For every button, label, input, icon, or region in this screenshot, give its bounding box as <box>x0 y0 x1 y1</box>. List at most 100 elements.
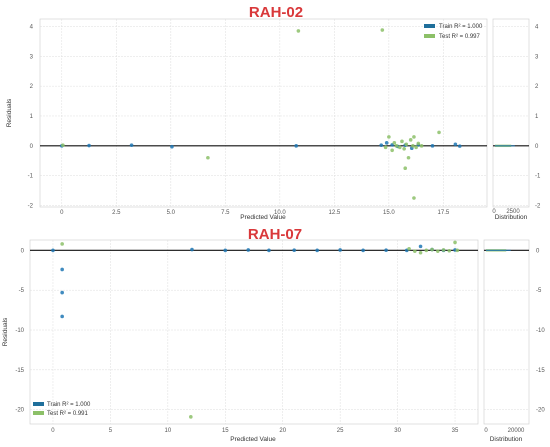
plot-area <box>39 18 488 208</box>
test-residual-point <box>412 135 416 139</box>
y-tick-label: 4 <box>30 24 34 30</box>
x-tick-label: 7.5 <box>221 210 230 216</box>
test-residual-point <box>418 250 423 255</box>
test-residual-point <box>424 248 429 253</box>
dist-y-tick-label: 4 <box>535 24 539 30</box>
legend-swatch-train <box>33 402 44 406</box>
legend: Train R² = 1.000 Test R² = 0.991 <box>33 402 91 417</box>
dist-y-tick-label: 0 <box>536 248 540 254</box>
test-residual-point <box>397 145 402 150</box>
test-residual-point <box>390 148 394 153</box>
train-residual-point <box>338 248 342 252</box>
legend-swatch-test <box>424 34 435 38</box>
test-residual-point <box>453 240 457 245</box>
train-residual-point <box>384 141 389 145</box>
dist-tick-label: 20000 <box>508 428 525 434</box>
dist-y-tick-label: -1 <box>535 174 541 180</box>
legend-label-test: Test R² = 0.991 <box>47 411 89 417</box>
y-axis-label: Residuals <box>6 98 13 127</box>
chart-rah-07: RAH-07 0 5 10 15 20 25 30 35 0 0 -5 -5 -10 -10 -15 -15 -… <box>2 226 545 443</box>
dist-train-bar <box>495 145 515 147</box>
x-axis-label: Predicted Value <box>240 214 286 221</box>
test-residual-point <box>419 144 424 148</box>
train-residual-point <box>190 247 194 252</box>
train-residual-point <box>384 248 388 252</box>
train-residual-point <box>246 248 251 252</box>
x-tick-label: 5 <box>109 428 113 434</box>
test-residual-point <box>412 196 416 200</box>
train-residual-point <box>87 143 91 148</box>
test-residual-point <box>408 138 413 142</box>
x-tick-label: 35 <box>452 428 459 434</box>
dist-y-tick-label: 3 <box>535 54 539 60</box>
train-residual-point <box>457 144 462 148</box>
x-tick-label: 10.0 <box>274 210 286 216</box>
train-residual-point <box>51 248 55 253</box>
test-residual-point <box>387 135 391 139</box>
train-residual-point <box>315 248 319 253</box>
test-residual-point <box>206 155 210 160</box>
test-residual-point <box>407 246 411 251</box>
test-residual-point <box>430 247 434 252</box>
test-residual-point <box>394 144 399 148</box>
x-tick-label: 15 <box>222 428 229 434</box>
train-residual-point <box>418 244 423 249</box>
test-residual-point <box>447 248 452 253</box>
chart-rah-02: RAH-02 0 2.5 5.0 7.5 10.0 12.5 15.0 17.5 -2 -2 -1 -… <box>6 4 541 221</box>
dist-y-tick-label: -5 <box>536 288 542 294</box>
train-residual-point <box>60 290 64 295</box>
test-residual-point <box>60 242 64 246</box>
test-residual-point <box>404 142 409 147</box>
test-residual-point <box>383 145 388 150</box>
legend-label-train: Train R² = 1.000 <box>439 24 483 30</box>
y-tick-label: 1 <box>30 114 34 120</box>
x-tick-label: 5.0 <box>167 210 176 216</box>
test-residual-point <box>392 141 397 145</box>
legend: Train R² = 1.000 Test R² = 0.997 <box>424 24 483 40</box>
test-residual-point <box>437 130 441 135</box>
x-tick-label: 10 <box>165 428 172 434</box>
distribution-label: Distribution <box>495 214 528 221</box>
legend-label-train: Train R² = 1.000 <box>47 402 91 408</box>
dist-y-tick-label: -2 <box>535 204 541 210</box>
train-residual-point <box>379 143 384 148</box>
distribution-label: Distribution <box>490 436 523 443</box>
y-tick-label: 0 <box>30 144 34 150</box>
train-residual-point <box>60 314 64 319</box>
dist-y-tick-label: -15 <box>536 368 545 374</box>
chart-title: RAH-02 <box>249 4 303 21</box>
test-residual-point <box>455 248 460 253</box>
test-residual-point <box>400 139 404 144</box>
plot-area <box>29 239 479 425</box>
chart-title: RAH-07 <box>248 226 302 243</box>
y-tick-label: -5 <box>19 288 25 294</box>
x-tick-label: 30 <box>394 428 401 434</box>
test-residual-point <box>406 155 411 160</box>
dist-train-bar <box>486 249 511 251</box>
test-residual-point <box>416 141 421 146</box>
distribution-panel <box>492 18 530 208</box>
y-tick-label: -10 <box>15 328 24 334</box>
dist-tick-label: 0 <box>484 428 488 434</box>
x-tick-label: 17.5 <box>438 210 450 216</box>
test-residual-point <box>61 143 65 148</box>
x-tick-label: 12.5 <box>329 210 341 216</box>
train-residual-point <box>292 248 297 252</box>
y-tick-label: -2 <box>28 204 34 210</box>
test-residual-point <box>296 29 301 33</box>
test-residual-point <box>403 166 408 171</box>
test-residual-point <box>414 145 418 150</box>
train-residual-point <box>453 142 458 147</box>
y-tick-label: -1 <box>28 174 34 180</box>
train-residual-point <box>170 144 174 149</box>
y-axis-label: Residuals <box>2 317 9 346</box>
dist-y-tick-label: 1 <box>535 114 539 120</box>
train-residual-point <box>294 144 299 148</box>
x-tick-label: 25 <box>337 428 344 434</box>
train-residual-point <box>223 248 228 253</box>
legend-label-test: Test R² = 0.997 <box>439 34 481 40</box>
test-residual-point <box>402 147 406 151</box>
dist-tick-label: 0 <box>492 209 496 215</box>
test-residual-point <box>411 144 415 148</box>
